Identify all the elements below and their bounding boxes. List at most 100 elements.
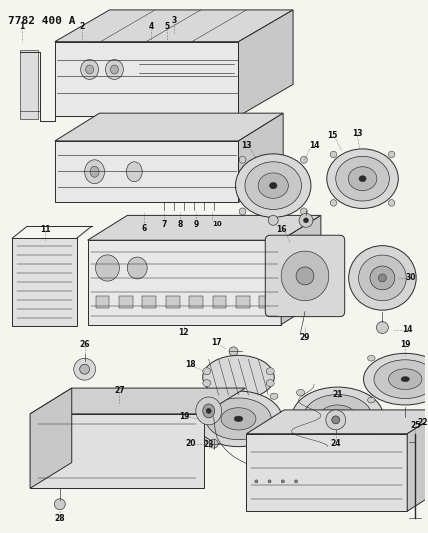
Ellipse shape xyxy=(368,356,375,361)
Polygon shape xyxy=(281,215,321,325)
Ellipse shape xyxy=(281,251,329,301)
Ellipse shape xyxy=(371,438,379,445)
Text: 21: 21 xyxy=(333,390,343,399)
Ellipse shape xyxy=(80,60,98,79)
Ellipse shape xyxy=(377,321,388,334)
Polygon shape xyxy=(247,434,407,511)
Text: 9: 9 xyxy=(193,220,199,229)
Text: 7782 400 A: 7782 400 A xyxy=(8,16,76,26)
Text: 27: 27 xyxy=(114,385,125,394)
Ellipse shape xyxy=(203,356,274,399)
Polygon shape xyxy=(407,410,428,511)
Ellipse shape xyxy=(199,439,207,445)
Text: 5: 5 xyxy=(164,22,169,31)
Text: 22: 22 xyxy=(418,418,428,427)
Polygon shape xyxy=(55,141,238,203)
Ellipse shape xyxy=(127,257,147,279)
Text: 17: 17 xyxy=(211,338,222,347)
Ellipse shape xyxy=(203,368,211,375)
Ellipse shape xyxy=(297,438,305,445)
Ellipse shape xyxy=(266,368,274,375)
Text: 28: 28 xyxy=(54,514,65,523)
Text: 29: 29 xyxy=(300,333,310,342)
Text: 7: 7 xyxy=(161,220,167,229)
Text: 4: 4 xyxy=(149,22,154,31)
Ellipse shape xyxy=(327,149,398,208)
Ellipse shape xyxy=(300,208,307,215)
Polygon shape xyxy=(88,240,281,325)
Ellipse shape xyxy=(86,65,94,74)
Polygon shape xyxy=(30,388,72,488)
Polygon shape xyxy=(55,113,283,141)
Polygon shape xyxy=(143,296,156,308)
Text: 12: 12 xyxy=(178,328,189,337)
Ellipse shape xyxy=(255,480,258,483)
Ellipse shape xyxy=(74,358,95,380)
Text: 19: 19 xyxy=(180,413,190,422)
Polygon shape xyxy=(189,296,203,308)
Polygon shape xyxy=(259,296,273,308)
Ellipse shape xyxy=(349,246,416,310)
Ellipse shape xyxy=(270,439,278,445)
Polygon shape xyxy=(55,10,293,42)
Polygon shape xyxy=(213,296,226,308)
Text: 14: 14 xyxy=(402,325,413,334)
Ellipse shape xyxy=(333,414,342,420)
Text: 3: 3 xyxy=(171,17,177,26)
Ellipse shape xyxy=(229,347,238,356)
Polygon shape xyxy=(119,296,133,308)
Text: 26: 26 xyxy=(79,340,90,349)
Ellipse shape xyxy=(348,167,377,191)
Ellipse shape xyxy=(292,387,383,447)
Ellipse shape xyxy=(378,274,386,282)
Ellipse shape xyxy=(85,160,104,184)
Ellipse shape xyxy=(90,166,99,177)
Text: 24: 24 xyxy=(330,439,341,448)
Ellipse shape xyxy=(326,410,346,430)
Polygon shape xyxy=(12,238,77,326)
Polygon shape xyxy=(20,50,38,119)
Ellipse shape xyxy=(203,404,215,418)
Text: 14: 14 xyxy=(309,141,319,150)
Ellipse shape xyxy=(203,379,211,386)
Ellipse shape xyxy=(80,364,89,374)
Text: 19: 19 xyxy=(400,340,410,349)
Polygon shape xyxy=(30,388,245,414)
Ellipse shape xyxy=(209,439,218,448)
Ellipse shape xyxy=(371,390,379,396)
Text: 15: 15 xyxy=(327,132,338,141)
Text: 16: 16 xyxy=(276,225,286,234)
Ellipse shape xyxy=(303,394,372,439)
Ellipse shape xyxy=(206,398,271,440)
Ellipse shape xyxy=(258,173,288,198)
Polygon shape xyxy=(247,410,428,434)
Ellipse shape xyxy=(294,480,297,483)
Text: 13: 13 xyxy=(352,128,363,138)
Text: 1: 1 xyxy=(20,22,25,31)
Ellipse shape xyxy=(363,353,428,405)
Ellipse shape xyxy=(234,416,243,422)
Ellipse shape xyxy=(266,379,274,386)
Ellipse shape xyxy=(359,255,406,301)
Ellipse shape xyxy=(300,156,307,163)
FancyBboxPatch shape xyxy=(265,235,345,317)
Text: 11: 11 xyxy=(40,225,50,234)
Ellipse shape xyxy=(336,156,389,201)
Ellipse shape xyxy=(330,151,337,158)
Ellipse shape xyxy=(221,408,256,430)
Ellipse shape xyxy=(105,60,123,79)
Ellipse shape xyxy=(296,267,314,285)
Ellipse shape xyxy=(332,416,340,424)
Ellipse shape xyxy=(239,156,246,163)
Ellipse shape xyxy=(235,154,311,217)
Ellipse shape xyxy=(206,408,211,414)
Polygon shape xyxy=(166,296,180,308)
Ellipse shape xyxy=(239,208,246,215)
Ellipse shape xyxy=(374,360,428,399)
Polygon shape xyxy=(30,414,204,488)
Ellipse shape xyxy=(297,390,305,396)
Ellipse shape xyxy=(299,213,313,227)
Ellipse shape xyxy=(54,499,65,510)
Ellipse shape xyxy=(245,162,301,209)
Ellipse shape xyxy=(199,393,207,399)
